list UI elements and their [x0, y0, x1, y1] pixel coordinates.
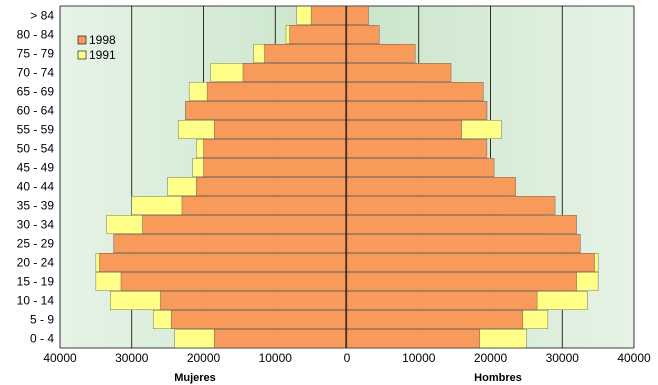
y-axis-labels: 0 - 4 5 - 9 10 - 14 15 - 19 20 - 24 25 - 29 30… — [17, 9, 55, 346]
bar-1998-mujeres-50-54 — [203, 139, 348, 158]
bar-1998-hombres--84 — [346, 6, 369, 25]
bar-1998-hombres-55-59 — [346, 120, 463, 139]
x-tick-label: 20000 — [187, 351, 221, 365]
bar-1998-mujeres-5-9 — [171, 310, 348, 329]
gridlines — [59, 5, 635, 349]
y-tick-label: 15 - 19 — [17, 275, 55, 289]
x-tick-label: 0 — [344, 351, 351, 365]
y-tick-label: 20 - 24 — [17, 256, 55, 270]
hombres-label: Hombres — [474, 372, 522, 384]
x-tick-label: 30000 — [546, 351, 580, 365]
bar-1998-mujeres-20-24 — [99, 253, 348, 272]
bar-1998-mujeres-40-44 — [196, 177, 348, 196]
bar-1998-mujeres-30-34 — [142, 215, 348, 234]
bar-1998-mujeres-45-49 — [203, 158, 348, 177]
x-tick-label: 20000 — [474, 351, 508, 365]
legend-label-1991: 1991 — [89, 48, 116, 62]
x-tick-label: 10000 — [259, 351, 293, 365]
y-tick-label: 45 - 49 — [17, 161, 55, 175]
y-tick-label: 70 - 74 — [17, 66, 55, 80]
bar-1998-hombres-0-4 — [346, 329, 480, 348]
x-tick-label: 40000 — [43, 351, 77, 365]
bar-1998-hombres-15-19 — [346, 272, 577, 291]
legend-swatch-1998 — [77, 35, 87, 45]
bar-1998-hombres-40-44 — [346, 177, 516, 196]
bar-1998-hombres-25-29 — [346, 234, 581, 253]
bar-1998-hombres-30-34 — [346, 215, 577, 234]
bar-1998-hombres-60-64 — [346, 101, 488, 120]
y-tick-label: > 84 — [30, 9, 54, 23]
bar-1998-hombres-50-54 — [346, 139, 488, 158]
bar-1998-mujeres-10-14 — [160, 291, 348, 310]
y-tick-label: 30 - 34 — [17, 218, 55, 232]
bar-1998-mujeres-55-59 — [214, 120, 348, 139]
bar-1998-mujeres--84 — [310, 6, 348, 25]
y-tick-label: 10 - 14 — [17, 294, 55, 308]
y-tick-label: 25 - 29 — [17, 237, 55, 251]
bar-1998-hombres-35-39 — [346, 196, 556, 215]
y-tick-label: 75 - 79 — [17, 47, 55, 61]
bar-1998-mujeres-60-64 — [185, 101, 348, 120]
y-tick-label: 0 - 4 — [30, 332, 54, 346]
y-tick-label: 80 - 84 — [17, 28, 55, 42]
y-tick-label: 40 - 44 — [17, 180, 55, 194]
bar-1998-mujeres-75-79 — [264, 44, 348, 63]
series-1998-bars — [99, 6, 595, 348]
mujeres-label: Mujeres — [174, 372, 216, 384]
bar-1998-hombres-75-79 — [346, 44, 416, 63]
legend-label-1998: 1998 — [89, 33, 116, 47]
x-axis-labels: 40000 30000 20000 10000 0 10000 20000 30000 4000… — [43, 351, 651, 365]
y-tick-label: 50 - 54 — [17, 142, 55, 156]
bar-1998-mujeres-15-19 — [120, 272, 348, 291]
bar-1998-mujeres-80-84 — [289, 25, 348, 44]
bar-1998-hombres-70-74 — [346, 63, 452, 82]
y-tick-label: 60 - 64 — [17, 104, 55, 118]
bar-1998-hombres-5-9 — [346, 310, 523, 329]
bar-1998-hombres-65-69 — [346, 82, 484, 101]
bar-1998-mujeres-65-69 — [206, 82, 348, 101]
y-tick-label: 5 - 9 — [30, 313, 54, 327]
bar-1998-mujeres-70-74 — [242, 63, 348, 82]
y-tick-label: 65 - 69 — [17, 85, 55, 99]
bar-1998-hombres-45-49 — [346, 158, 495, 177]
bar-1998-hombres-20-24 — [346, 253, 595, 272]
x-tick-label: 40000 — [617, 351, 651, 365]
bar-1998-hombres-80-84 — [346, 25, 380, 44]
x-tick-label: 10000 — [402, 351, 436, 365]
bar-1998-mujeres-0-4 — [214, 329, 348, 348]
legend-swatch-1991 — [77, 50, 87, 60]
y-tick-label: 55 - 59 — [17, 123, 55, 137]
x-tick-label: 30000 — [115, 351, 149, 365]
bar-1998-mujeres-25-29 — [113, 234, 348, 253]
bar-1998-hombres-10-14 — [346, 291, 538, 310]
bar-1998-mujeres-35-39 — [181, 196, 348, 215]
legend: 1998 1991 — [77, 33, 116, 62]
y-tick-label: 35 - 39 — [17, 199, 55, 213]
